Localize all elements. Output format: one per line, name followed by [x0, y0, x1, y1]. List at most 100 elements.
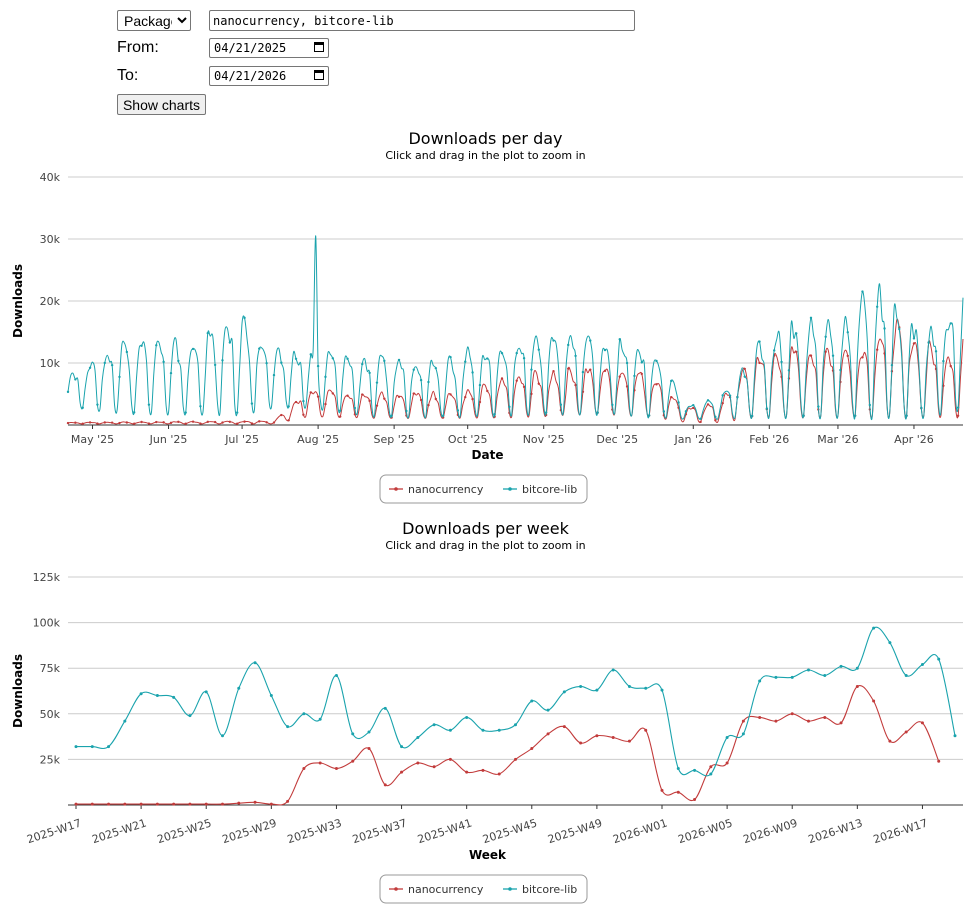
- data-point[interactable]: [375, 381, 379, 384]
- data-point[interactable]: [934, 350, 938, 353]
- data-point[interactable]: [465, 770, 469, 774]
- data-point[interactable]: [118, 421, 121, 425]
- data-point[interactable]: [633, 374, 636, 378]
- data-point[interactable]: [807, 668, 810, 672]
- data-point[interactable]: [676, 790, 680, 794]
- data-point[interactable]: [334, 767, 338, 771]
- data-point[interactable]: [765, 407, 769, 410]
- data-point[interactable]: [302, 413, 305, 416]
- data-point[interactable]: [147, 403, 151, 406]
- data-point[interactable]: [140, 344, 143, 347]
- data-point[interactable]: [265, 361, 268, 365]
- data-point[interactable]: [155, 420, 158, 424]
- data-point[interactable]: [250, 402, 254, 405]
- data-point[interactable]: [419, 378, 423, 382]
- data-point[interactable]: [465, 715, 469, 719]
- data-point[interactable]: [74, 421, 77, 424]
- data-point[interactable]: [772, 349, 776, 352]
- data-point[interactable]: [177, 359, 180, 363]
- data-point[interactable]: [942, 359, 945, 363]
- data-point[interactable]: [133, 422, 136, 425]
- data-point[interactable]: [338, 409, 342, 412]
- data-point[interactable]: [823, 673, 827, 677]
- data-point[interactable]: [530, 746, 534, 750]
- data-point[interactable]: [390, 414, 393, 417]
- data-point[interactable]: [383, 359, 386, 363]
- data-point[interactable]: [758, 361, 761, 365]
- data-point[interactable]: [927, 341, 930, 344]
- data-point[interactable]: [514, 723, 517, 727]
- data-point[interactable]: [206, 331, 209, 335]
- data-point[interactable]: [611, 668, 615, 672]
- data-point[interactable]: [640, 361, 643, 364]
- data-point[interactable]: [139, 802, 143, 806]
- data-point[interactable]: [432, 723, 436, 727]
- data-point[interactable]: [544, 411, 548, 414]
- series-bitcore-lib[interactable]: [66, 235, 964, 420]
- data-point[interactable]: [139, 692, 143, 696]
- data-point[interactable]: [123, 719, 127, 723]
- data-point[interactable]: [434, 366, 438, 370]
- data-point[interactable]: [90, 802, 94, 806]
- data-point[interactable]: [530, 699, 534, 703]
- series-nanocurrency[interactable]: [66, 318, 964, 425]
- data-point[interactable]: [625, 385, 629, 388]
- data-point[interactable]: [693, 798, 697, 802]
- data-point[interactable]: [74, 745, 78, 749]
- data-point[interactable]: [562, 690, 566, 694]
- data-point[interactable]: [309, 391, 312, 394]
- data-point[interactable]: [133, 411, 136, 414]
- data-point[interactable]: [318, 761, 322, 765]
- data-point[interactable]: [839, 368, 842, 372]
- data-point[interactable]: [515, 379, 518, 382]
- data-point[interactable]: [530, 392, 533, 396]
- data-point[interactable]: [508, 405, 511, 409]
- data-point[interactable]: [367, 746, 371, 750]
- data-point[interactable]: [546, 708, 550, 712]
- data-point[interactable]: [191, 420, 195, 423]
- data-point[interactable]: [367, 730, 371, 734]
- data-point[interactable]: [169, 421, 173, 425]
- data-point[interactable]: [846, 331, 849, 334]
- data-point[interactable]: [103, 421, 106, 424]
- data-point[interactable]: [110, 421, 114, 424]
- data-point[interactable]: [125, 421, 129, 424]
- data-point[interactable]: [287, 419, 290, 422]
- data-point[interactable]: [456, 409, 460, 412]
- data-point[interactable]: [140, 420, 143, 424]
- data-point[interactable]: [199, 422, 202, 425]
- data-point[interactable]: [368, 399, 371, 403]
- data-point[interactable]: [741, 732, 745, 736]
- data-point[interactable]: [416, 736, 420, 740]
- data-point[interactable]: [258, 347, 261, 350]
- data-point[interactable]: [228, 420, 232, 423]
- data-point[interactable]: [875, 348, 879, 351]
- data-point[interactable]: [74, 378, 77, 381]
- data-point[interactable]: [855, 684, 859, 688]
- data-point[interactable]: [920, 406, 923, 410]
- data-point[interactable]: [253, 661, 257, 665]
- data-point[interactable]: [346, 357, 349, 360]
- data-point[interactable]: [912, 337, 916, 340]
- data-point[interactable]: [204, 690, 208, 694]
- data-point[interactable]: [324, 375, 327, 379]
- data-point[interactable]: [831, 354, 835, 357]
- to-date-input[interactable]: 04/21/2026: [209, 66, 329, 86]
- data-point[interactable]: [318, 717, 322, 721]
- data-point[interactable]: [855, 666, 859, 670]
- data-point[interactable]: [103, 361, 106, 365]
- data-point[interactable]: [692, 403, 695, 407]
- data-point[interactable]: [199, 405, 202, 408]
- data-point[interactable]: [280, 413, 283, 417]
- data-point[interactable]: [949, 364, 952, 368]
- data-point[interactable]: [397, 395, 401, 398]
- data-point[interactable]: [953, 734, 957, 738]
- data-point[interactable]: [294, 400, 298, 404]
- data-point[interactable]: [589, 339, 592, 342]
- data-point[interactable]: [670, 395, 673, 399]
- data-point[interactable]: [861, 356, 864, 359]
- data-point[interactable]: [253, 800, 257, 804]
- data-point[interactable]: [243, 316, 246, 320]
- data-point[interactable]: [780, 360, 783, 364]
- data-point[interactable]: [400, 745, 404, 749]
